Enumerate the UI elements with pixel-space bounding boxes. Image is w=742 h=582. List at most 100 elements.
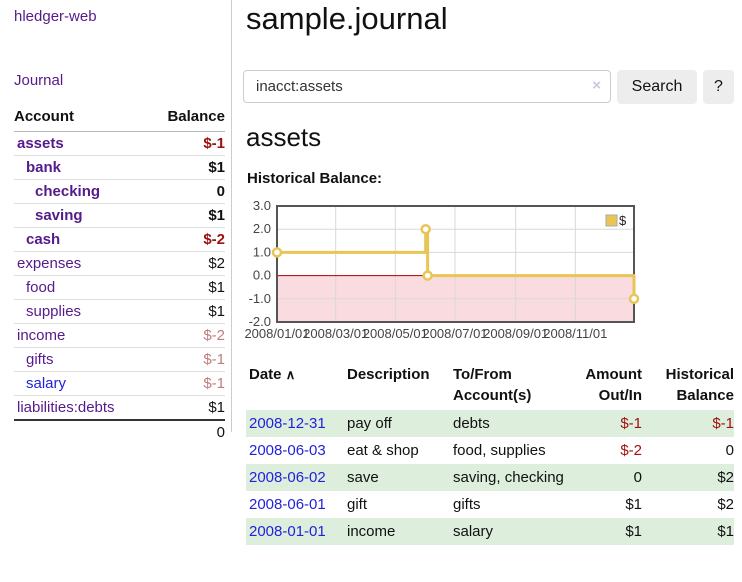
register-row[interactable]: 2008-06-03 eat & shop food, supplies $-2 0: [246, 437, 734, 464]
sidebar-account-cash[interactable]: cash: [26, 231, 61, 248]
txn-amount: 0: [633, 469, 642, 486]
txn-balance: 0: [725, 442, 734, 459]
txn-description: pay off: [347, 415, 392, 432]
account-title: assets: [246, 122, 322, 152]
txn-date-cell: 2008-06-02: [246, 464, 344, 491]
col-balance: Historical Balance: [665, 366, 734, 404]
data-point-marker: [420, 223, 431, 235]
txn-date-link[interactable]: 2008-01-01: [249, 523, 326, 540]
register-table: Date ∧ Description To/From Account(s) Am…: [246, 361, 734, 545]
x-tick-label: 2008/01/01: [244, 326, 309, 341]
sidebar-account-gifts[interactable]: gifts: [26, 351, 54, 368]
account-row: cash $-2: [14, 227, 225, 252]
txn-date-link[interactable]: 2008-06-03: [249, 442, 326, 459]
account-name-cell: expenses: [14, 251, 149, 276]
txn-amount: $1: [625, 496, 642, 513]
y-tick-label: 1.0: [253, 244, 271, 259]
account-name-cell: salary: [14, 371, 149, 396]
account-row: saving $1: [14, 203, 225, 228]
account-balance: $-1: [148, 371, 225, 396]
account-row: liabilities:debts $1: [14, 395, 225, 421]
col-accounts: To/From Account(s): [453, 366, 532, 404]
help-button[interactable]: ?: [703, 70, 734, 104]
account-row: expenses $2: [14, 251, 225, 276]
account-row: assets $-1: [14, 131, 225, 156]
account-row: supplies $1: [14, 299, 225, 324]
data-point-marker: [628, 293, 640, 305]
account-name-cell: checking: [14, 179, 149, 204]
register-row[interactable]: 2008-12-31 pay off debts $-1 $-1: [246, 410, 734, 437]
col-date[interactable]: Date ∧: [246, 361, 344, 410]
account-name-cell: gifts: [14, 347, 149, 372]
data-point-marker: [422, 270, 433, 281]
account-balance: $1: [148, 275, 225, 300]
account-balance: $1: [148, 155, 225, 180]
legend-swatch: [605, 214, 618, 227]
accounts-total-spacer: [14, 419, 149, 444]
txn-accounts: gifts: [453, 496, 481, 513]
sidebar-account-expenses[interactable]: expenses: [17, 255, 82, 272]
accounts-total-row: 0: [14, 419, 225, 444]
txn-balance: $2: [717, 469, 734, 486]
account-balance: $1: [148, 299, 225, 324]
account-row: salary $-1: [14, 371, 225, 396]
col-date-label: Date: [249, 366, 282, 383]
account-name-cell: supplies: [14, 299, 149, 324]
register-row[interactable]: 2008-06-02 save saving, checking 0 $2: [246, 464, 734, 491]
register-row[interactable]: 2008-06-01 gift gifts $1 $2: [246, 491, 734, 518]
y-tick-label: 0.0: [253, 268, 271, 283]
accounts-header-balance: Balance: [148, 104, 225, 132]
accounts-header-account: Account: [14, 104, 149, 132]
sidebar-account-income[interactable]: income: [17, 327, 66, 344]
txn-accounts: food, supplies: [453, 442, 546, 459]
account-row: food $1: [14, 275, 225, 300]
col-amount: Amount Out/In: [585, 366, 642, 404]
account-row: gifts $-1: [14, 347, 225, 372]
sidebar-account-bank[interactable]: bank: [26, 159, 62, 176]
y-tick-label: 2.0: [253, 221, 271, 236]
search-button[interactable]: Search: [617, 70, 697, 104]
txn-balance: $2: [717, 496, 734, 513]
account-name-cell: saving: [14, 203, 149, 228]
data-point-marker: [271, 247, 283, 258]
x-tick-label: 2008/07/01: [422, 326, 487, 341]
txn-balance: $1: [717, 523, 734, 540]
chart-plot-border: [276, 205, 635, 323]
register-row[interactable]: 2008-01-01 income salary $1 $1: [246, 518, 734, 545]
txn-date-link[interactable]: 2008-12-31: [249, 415, 326, 432]
nav-journal-link[interactable]: Journal: [14, 72, 64, 89]
txn-amount: $1: [625, 523, 642, 540]
txn-accounts: saving, checking: [453, 469, 564, 486]
sidebar-account-saving[interactable]: saving: [35, 207, 83, 224]
txn-date-link[interactable]: 2008-06-01: [249, 496, 326, 513]
account-name-cell: assets: [14, 131, 149, 156]
app-brand-link[interactable]: hledger-web: [14, 8, 97, 25]
search-input[interactable]: [243, 70, 611, 103]
sidebar-account-assets[interactable]: assets: [17, 135, 64, 152]
account-balance: $1: [148, 395, 225, 421]
x-tick-label: 2008/11/01: [543, 326, 607, 341]
x-tick-label: 2008/05/01: [363, 326, 428, 341]
search-row: × Search ?: [243, 70, 735, 104]
txn-date-link[interactable]: 2008-06-02: [249, 469, 326, 486]
accounts-header-row: Account Balance: [14, 104, 225, 132]
sidebar-account-liabilities-debts[interactable]: liabilities:debts: [17, 399, 115, 416]
account-balance: $-2: [148, 323, 225, 348]
txn-date-cell: 2008-06-01: [246, 491, 344, 518]
txn-amount: $-2: [620, 442, 642, 459]
sidebar-account-supplies[interactable]: supplies: [26, 303, 82, 320]
sort-asc-icon: ∧: [285, 367, 296, 382]
main-content: sample.journal × Search ? assets Histori…: [243, 0, 738, 582]
clear-search-icon[interactable]: ×: [592, 77, 601, 94]
txn-description: save: [347, 469, 379, 486]
sidebar-account-checking[interactable]: checking: [35, 183, 101, 200]
y-tick-label: 3.0: [253, 200, 271, 213]
historical-balance-chart[interactable]: $3.0 2.0 1.0 0.0 -1.0 -2.02008/01/012008/03/0…: [240, 200, 642, 348]
txn-date-cell: 2008-06-03: [246, 437, 344, 464]
chart-label: Historical Balance:: [247, 170, 383, 187]
account-name-cell: liabilities:debts: [14, 395, 149, 421]
page-title: sample.journal: [246, 1, 448, 36]
sidebar-account-salary[interactable]: salary: [26, 375, 67, 392]
sidebar-account-food[interactable]: food: [26, 279, 56, 296]
account-balance: $-1: [148, 131, 225, 156]
